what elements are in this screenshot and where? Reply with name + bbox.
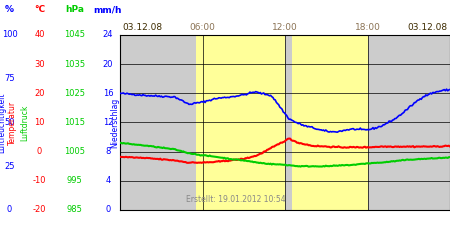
Text: 18:00: 18:00	[355, 23, 380, 32]
Text: 995: 995	[67, 176, 82, 185]
Text: °C: °C	[34, 6, 45, 15]
Text: -20: -20	[33, 206, 46, 214]
Text: 1005: 1005	[64, 147, 85, 156]
Text: 1035: 1035	[64, 60, 85, 69]
Text: 50: 50	[4, 118, 15, 127]
Bar	[292, 35, 368, 210]
Text: 24: 24	[103, 30, 113, 40]
Text: 12:00: 12:00	[272, 23, 298, 32]
Text: 20: 20	[103, 60, 113, 69]
Text: 03.12.08: 03.12.08	[122, 23, 162, 32]
Text: Erstellt: 19.01.2012 10:54: Erstellt: 19.01.2012 10:54	[186, 196, 285, 204]
Text: 10: 10	[34, 118, 45, 127]
Text: 75: 75	[4, 74, 15, 83]
Text: 06:00: 06:00	[189, 23, 216, 32]
Text: hPa: hPa	[65, 6, 84, 15]
Text: 40: 40	[34, 30, 45, 40]
Text: 100: 100	[2, 30, 18, 40]
Text: 16: 16	[103, 89, 113, 98]
Text: 12: 12	[103, 118, 113, 127]
Text: Niederschlag: Niederschlag	[110, 97, 119, 148]
Text: Luftfeuchtigkeit: Luftfeuchtigkeit	[0, 92, 7, 153]
Bar	[196, 35, 285, 210]
Text: 985: 985	[67, 206, 82, 214]
Text: 0: 0	[7, 206, 12, 214]
Text: 4: 4	[105, 176, 111, 185]
Text: 1025: 1025	[64, 89, 85, 98]
Text: 20: 20	[34, 89, 45, 98]
Text: 30: 30	[34, 60, 45, 69]
Text: Temperatur: Temperatur	[8, 100, 17, 144]
Text: 25: 25	[4, 162, 15, 171]
Text: 1015: 1015	[64, 118, 85, 127]
Text: Luftdruck: Luftdruck	[20, 104, 29, 141]
Text: -10: -10	[33, 176, 46, 185]
Text: 0: 0	[105, 206, 111, 214]
Text: mm/h: mm/h	[94, 6, 122, 15]
Text: 03.12.08: 03.12.08	[408, 23, 448, 32]
Text: 8: 8	[105, 147, 111, 156]
Text: 0: 0	[37, 147, 42, 156]
Text: 1045: 1045	[64, 30, 85, 40]
Text: %: %	[5, 6, 14, 15]
